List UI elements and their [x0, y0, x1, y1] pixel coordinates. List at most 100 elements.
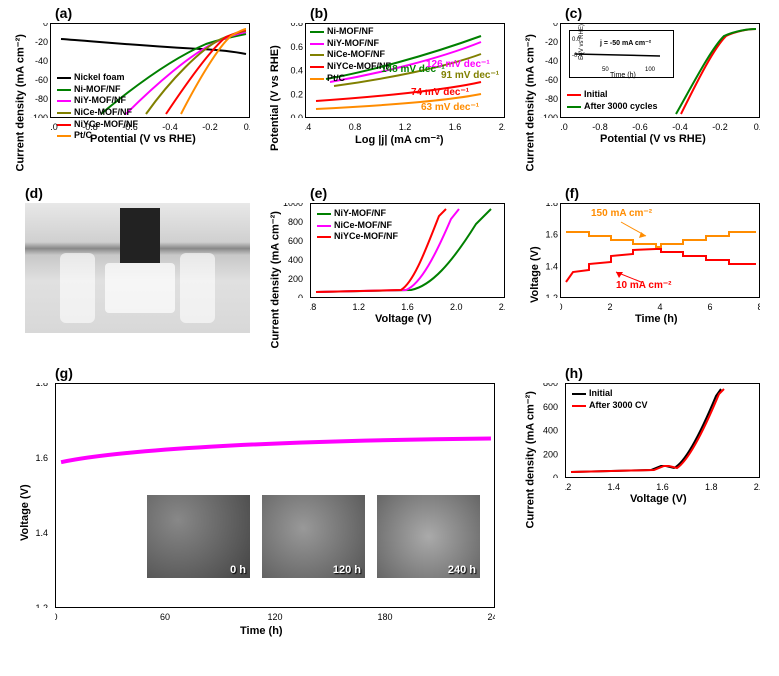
panel-g-label: (g): [55, 365, 73, 381]
panel-g-chart: 0 h 120 h 240 h: [55, 383, 495, 608]
svg-text:-0.2: -0.2: [202, 122, 218, 132]
svg-text:-60: -60: [35, 75, 48, 85]
svg-text:-100: -100: [30, 113, 48, 118]
legend-item: NiY-MOF/NF: [317, 208, 398, 220]
tafel-annotation: 74 mV dec⁻¹: [411, 87, 469, 98]
svg-text:120: 120: [267, 612, 282, 622]
svg-text:0.4: 0.4: [305, 122, 311, 132]
panel-b-chart: Ni-MOF/NFNiY-MOF/NFNiCe-MOF/NFNiYCe-MOF/…: [305, 23, 505, 118]
legend-item: NiCe-MOF/NF: [310, 49, 391, 61]
panel-e-yticks: 02004006008001000: [277, 203, 312, 298]
svg-text:-0.8: -0.8: [82, 122, 98, 132]
legend-item: Initial: [572, 388, 648, 400]
svg-text:0.8: 0.8: [310, 302, 316, 312]
svg-text:-0.2: -0.2: [712, 122, 728, 132]
panel-c-yticks: -100-80-60-40-200: [532, 23, 562, 118]
svg-text:2.4: 2.4: [499, 302, 505, 312]
svg-text:1.6: 1.6: [545, 230, 558, 240]
panel-a-yticks: -100 -80 -60 -40 -20 0: [22, 23, 52, 118]
svg-text:-1.0: -1.0: [50, 122, 58, 132]
legend-item: Ni-MOF/NF: [57, 84, 138, 96]
panel-f-yticks: 1.2 1.4 1.6 1.8: [532, 203, 562, 298]
sem-label-0h: 0 h: [230, 564, 246, 576]
svg-text:200: 200: [543, 449, 558, 459]
svg-text:1.4: 1.4: [545, 261, 558, 271]
svg-text:400: 400: [288, 255, 303, 265]
svg-text:1.2: 1.2: [352, 302, 365, 312]
panel-f-ann2: 10 mA cm⁻²: [616, 280, 671, 291]
svg-text:0: 0: [553, 473, 558, 478]
svg-text:1.8: 1.8: [545, 203, 558, 208]
panel-e-label: (e): [310, 185, 327, 201]
svg-text:1.6: 1.6: [656, 482, 669, 492]
panel-b-yticks: 0.00.20.40.60.8: [277, 23, 307, 118]
panel-e-chart: NiY-MOF/NFNiCe-MOF/NFNiYCe-MOF/NF: [310, 203, 505, 298]
panel-c-chart: j = -50 mA cm⁻² Time (h) 0.0 -0.4 50 100…: [560, 23, 760, 118]
svg-text:0.6: 0.6: [290, 42, 303, 52]
svg-text:1.6: 1.6: [449, 122, 462, 132]
svg-text:0.4: 0.4: [290, 66, 303, 76]
svg-text:-20: -20: [35, 37, 48, 47]
svg-text:2.0: 2.0: [499, 122, 505, 132]
panel-f-label: (f): [565, 185, 579, 201]
panel-a-xlabel: Potential (V vs RHE): [90, 133, 196, 145]
panel-a-label: (a): [55, 5, 72, 21]
svg-text:1.8: 1.8: [705, 482, 718, 492]
svg-text:0.0: 0.0: [244, 122, 250, 132]
panel-d-label: (d): [25, 185, 43, 201]
legend-item: NiCe-MOF/NF: [57, 107, 138, 119]
svg-text:-0.6: -0.6: [632, 122, 648, 132]
sem-image-240h: 240 h: [376, 494, 481, 579]
sem-image-0h: 0 h: [146, 494, 251, 579]
panel-b-legend: Ni-MOF/NFNiY-MOF/NFNiCe-MOF/NFNiYCe-MOF/…: [310, 26, 391, 84]
panel-f: (f) Voltage (V) 150 mA cm⁻² 10 mA cm⁻² 0…: [520, 185, 770, 350]
legend-item: NiY-MOF/NF: [310, 38, 391, 50]
svg-text:1.2: 1.2: [545, 293, 558, 298]
panel-g-xlabel: Time (h): [240, 625, 283, 637]
svg-text:800: 800: [543, 383, 558, 388]
svg-text:0: 0: [560, 302, 563, 312]
panel-c-inset: j = -50 mA cm⁻² Time (h) 0.0 -0.4 50 100…: [569, 30, 674, 78]
sem-label-240h: 240 h: [448, 564, 476, 576]
svg-text:1.4: 1.4: [607, 482, 620, 492]
legend-item: Pt/C: [310, 73, 391, 85]
panel-b: (b) Potential (V vs RHE) Ni-MOF/NFNiY-MO…: [265, 5, 510, 175]
panel-g-yticks: 1.21.41.61.8: [22, 383, 57, 608]
panel-c-xlabel: Potential (V vs RHE): [600, 133, 706, 145]
tafel-annotation: 126 mV dec⁻¹: [426, 59, 490, 70]
panel-c-inset-svg: j = -50 mA cm⁻² Time (h) 0.0 -0.4 50 100: [570, 31, 675, 79]
panel-c: (c) Current density (mA cm⁻²) j = -50 mA…: [520, 5, 770, 175]
svg-text:-60: -60: [545, 75, 558, 85]
panel-b-xlabel: Log |j| (mA cm⁻²): [355, 133, 444, 146]
svg-text:1000: 1000: [283, 203, 303, 208]
panel-g: (g) Voltage (V) 0 h 120 h 240 h 06012018…: [10, 365, 510, 665]
svg-text:60: 60: [160, 612, 170, 622]
panel-f-ann1: 150 mA cm⁻²: [591, 208, 652, 219]
svg-text:0: 0: [553, 23, 558, 28]
svg-text:-40: -40: [35, 56, 48, 66]
legend-item: NiCe-MOF/NF: [317, 220, 398, 232]
svg-text:0.0: 0.0: [754, 122, 760, 132]
svg-text:j = -50 mA cm⁻²: j = -50 mA cm⁻²: [599, 40, 652, 47]
legend-item: After 3000 CV: [572, 400, 648, 412]
svg-text:600: 600: [288, 236, 303, 246]
svg-text:8: 8: [757, 302, 760, 312]
panel-f-chart: 150 mA cm⁻² 10 mA cm⁻²: [560, 203, 760, 298]
legend-item: NiYCe-MOF/NF: [317, 231, 398, 243]
svg-text:0.0: 0.0: [290, 113, 303, 118]
svg-text:0: 0: [43, 23, 48, 28]
svg-text:240: 240: [487, 612, 495, 622]
svg-text:-0.6: -0.6: [122, 122, 138, 132]
panel-h-chart: InitialAfter 3000 CV: [565, 383, 760, 478]
svg-text:-80: -80: [35, 94, 48, 104]
panel-h-legend: InitialAfter 3000 CV: [572, 388, 648, 411]
sem-label-120h: 120 h: [333, 564, 361, 576]
legend-item: Nickel foam: [57, 72, 138, 84]
legend-item: NiY-MOF/NF: [57, 95, 138, 107]
svg-text:50: 50: [602, 67, 609, 73]
svg-text:-100: -100: [540, 113, 558, 118]
legend-item: Ni-MOF/NF: [310, 26, 391, 38]
svg-text:800: 800: [288, 217, 303, 227]
tafel-annotation: 63 mV dec⁻¹: [421, 102, 479, 113]
svg-text:180: 180: [377, 612, 392, 622]
